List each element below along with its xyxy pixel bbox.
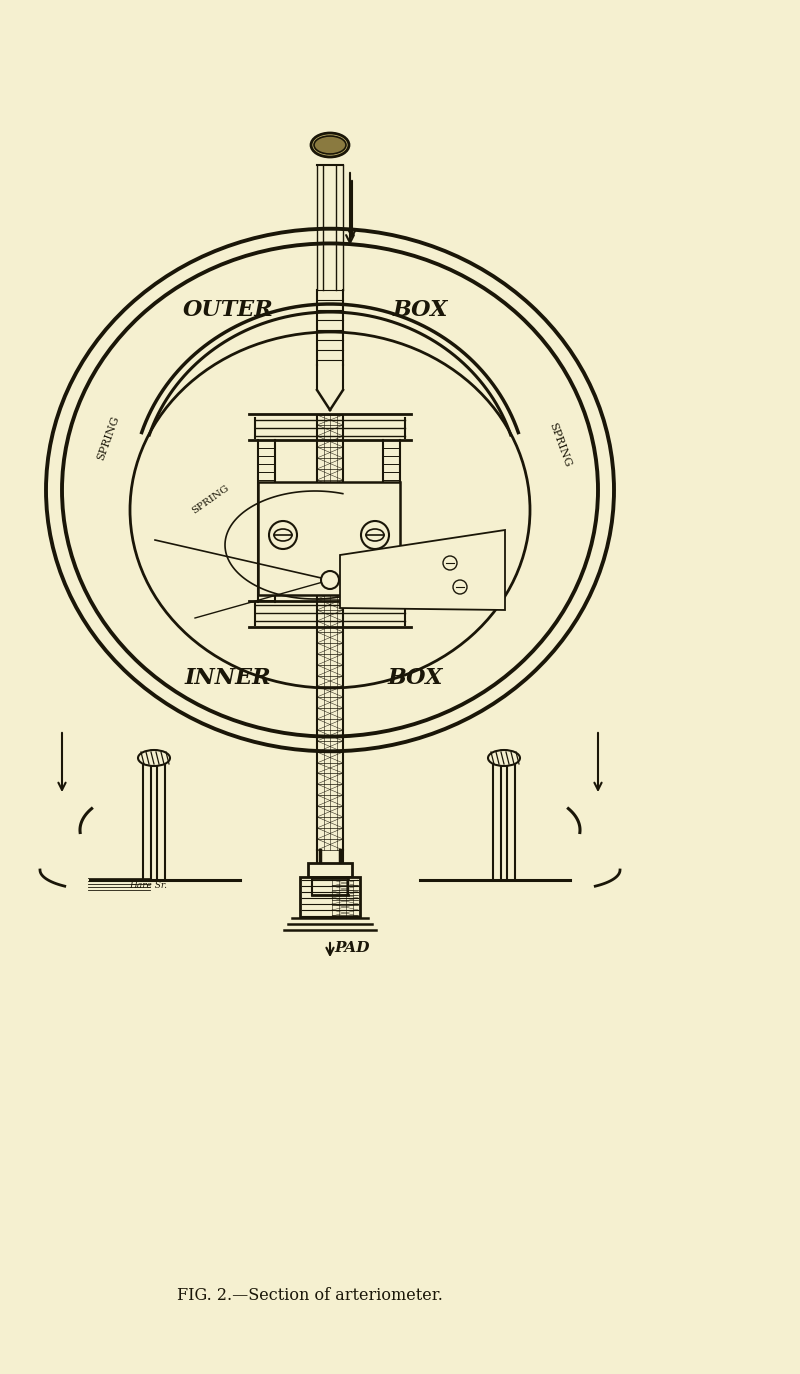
Text: BOX: BOX [392, 300, 448, 322]
Ellipse shape [366, 529, 384, 541]
Circle shape [321, 572, 339, 589]
Ellipse shape [314, 136, 346, 154]
Text: INNER: INNER [185, 666, 271, 688]
Text: FIG. 2.—Section of arteriometer.: FIG. 2.—Section of arteriometer. [177, 1286, 443, 1304]
Ellipse shape [138, 750, 170, 765]
Ellipse shape [274, 529, 292, 541]
Circle shape [443, 556, 457, 570]
Text: SILK: SILK [330, 519, 339, 541]
Text: OUTER: OUTER [182, 300, 274, 322]
Ellipse shape [311, 133, 349, 157]
Bar [308, 863, 352, 877]
Bar [300, 877, 360, 916]
Polygon shape [340, 530, 505, 610]
Text: SPRING: SPRING [190, 484, 230, 517]
Circle shape [361, 521, 389, 550]
Text: BOX: BOX [387, 666, 442, 688]
Bar [258, 482, 400, 595]
Text: SPRING: SPRING [547, 422, 573, 469]
Circle shape [269, 521, 297, 550]
Text: PAD: PAD [334, 941, 370, 955]
Circle shape [453, 580, 467, 594]
Text: Hare Sr.: Hare Sr. [129, 882, 167, 890]
Text: SPRING: SPRING [95, 415, 121, 462]
Ellipse shape [488, 750, 520, 765]
